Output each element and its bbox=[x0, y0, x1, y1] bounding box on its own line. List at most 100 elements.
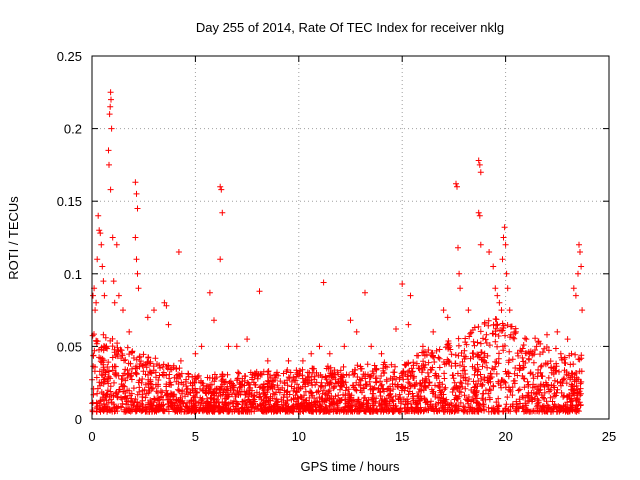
baseline-point bbox=[306, 369, 313, 376]
baseline-point bbox=[543, 408, 550, 415]
baseline-point bbox=[461, 353, 467, 360]
data-point bbox=[500, 234, 507, 241]
baseline-point bbox=[287, 405, 294, 412]
baseline-point bbox=[413, 379, 420, 386]
baseline-point bbox=[135, 405, 142, 412]
baseline-point bbox=[441, 361, 448, 368]
baseline-point bbox=[493, 316, 500, 323]
baseline-point bbox=[368, 372, 375, 379]
baseline-point bbox=[462, 335, 469, 342]
baseline-point bbox=[94, 385, 101, 392]
baseline-point bbox=[431, 408, 438, 415]
baseline-point bbox=[163, 392, 170, 399]
baseline-point bbox=[237, 383, 244, 390]
baseline-point bbox=[445, 338, 452, 344]
baseline-point bbox=[473, 395, 480, 402]
baseline-point bbox=[505, 370, 512, 377]
baseline-point bbox=[145, 354, 152, 361]
baseline-point bbox=[385, 408, 392, 415]
baseline-point bbox=[225, 408, 232, 415]
baseline-point bbox=[123, 401, 130, 408]
baseline-point bbox=[454, 370, 461, 377]
baseline-point bbox=[461, 392, 468, 399]
baseline-point bbox=[448, 351, 455, 358]
baseline-point bbox=[525, 383, 532, 389]
baseline-point bbox=[511, 335, 518, 342]
baseline-point bbox=[173, 397, 180, 404]
baseline-point bbox=[197, 394, 204, 401]
data-point bbox=[456, 270, 463, 277]
baseline-point bbox=[512, 365, 519, 371]
data-point bbox=[108, 96, 114, 103]
baseline-point bbox=[451, 408, 458, 415]
baseline-point bbox=[546, 388, 553, 395]
data-point bbox=[506, 307, 513, 314]
baseline-point bbox=[172, 408, 179, 415]
baseline-point bbox=[156, 362, 163, 369]
baseline-point bbox=[274, 382, 281, 389]
baseline-point bbox=[537, 386, 544, 393]
baseline-point bbox=[295, 384, 302, 391]
baseline-point bbox=[517, 400, 524, 407]
baseline-point bbox=[211, 395, 218, 402]
data-point bbox=[217, 256, 224, 263]
baseline-point bbox=[487, 375, 494, 382]
data-point bbox=[165, 321, 172, 328]
baseline-point bbox=[353, 408, 360, 415]
baseline-point bbox=[418, 382, 425, 389]
baseline-point bbox=[105, 359, 112, 366]
baseline-point bbox=[425, 347, 432, 353]
baseline-point bbox=[277, 378, 284, 385]
baseline-point bbox=[164, 391, 171, 398]
baseline-point bbox=[415, 352, 422, 359]
baseline-point bbox=[324, 407, 331, 414]
baseline-point bbox=[226, 379, 233, 386]
baseline-point bbox=[509, 392, 516, 399]
data-point bbox=[101, 292, 108, 299]
baseline-point bbox=[540, 394, 546, 401]
baseline-point bbox=[577, 401, 584, 408]
baseline-point bbox=[432, 382, 438, 389]
baseline-point bbox=[482, 387, 489, 394]
baseline-point bbox=[461, 363, 467, 370]
baseline-point bbox=[114, 340, 121, 347]
baseline-point bbox=[191, 380, 198, 386]
baseline-point bbox=[143, 390, 150, 397]
baseline-point bbox=[171, 402, 178, 409]
baseline-point bbox=[551, 401, 558, 408]
baseline-point bbox=[206, 388, 213, 395]
baseline-point bbox=[521, 375, 528, 382]
baseline-point bbox=[163, 364, 170, 370]
baseline-point bbox=[281, 380, 288, 387]
baseline-point bbox=[107, 337, 114, 344]
baseline-point bbox=[311, 395, 318, 401]
baseline-point bbox=[489, 365, 496, 372]
baseline-point bbox=[462, 385, 469, 392]
baseline-point bbox=[299, 366, 306, 373]
baseline-point bbox=[313, 407, 319, 414]
baseline-point bbox=[294, 404, 300, 411]
baseline-point bbox=[277, 408, 284, 415]
baseline-point bbox=[251, 393, 258, 400]
baseline-point bbox=[357, 405, 364, 412]
baseline-point bbox=[362, 381, 369, 388]
baseline-point bbox=[156, 372, 163, 379]
baseline-point bbox=[381, 359, 388, 366]
data-point bbox=[578, 263, 585, 270]
baseline-point bbox=[373, 407, 380, 414]
data-point bbox=[105, 147, 112, 154]
baseline-point bbox=[536, 407, 543, 414]
baseline-point bbox=[500, 347, 507, 354]
baseline-point bbox=[399, 384, 405, 391]
baseline-point bbox=[529, 408, 535, 415]
baseline-point bbox=[541, 345, 548, 352]
baseline-point bbox=[550, 382, 557, 389]
baseline-point bbox=[352, 403, 359, 410]
baseline-point bbox=[342, 387, 349, 394]
baseline-point bbox=[397, 400, 404, 407]
baseline-point bbox=[553, 408, 560, 415]
baseline-point bbox=[350, 396, 357, 403]
baseline-point bbox=[456, 393, 463, 400]
baseline-point bbox=[188, 397, 195, 404]
